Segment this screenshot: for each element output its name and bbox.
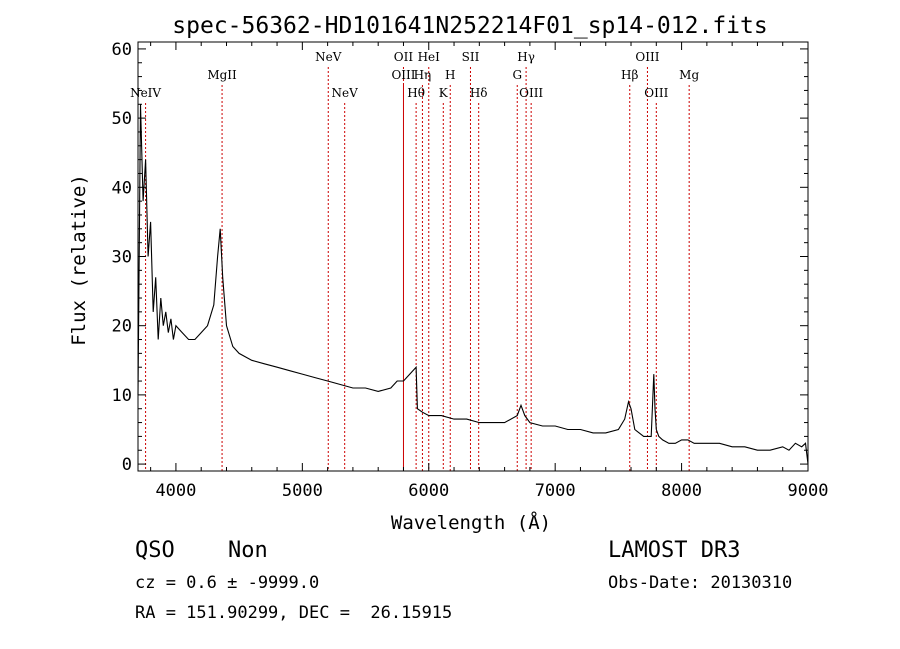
spectral-line-label: OIII [391, 68, 415, 82]
spectral-line-label: Hβ [621, 68, 638, 82]
spectral-line-label: Hδ [470, 86, 488, 100]
coordinates: RA = 151.90299, DEC = 26.15915 [135, 603, 453, 623]
x-tick-label: 7000 [535, 481, 576, 501]
y-tick-label: 0 [122, 455, 132, 475]
spectral-line-label: Hγ [517, 50, 535, 64]
y-tick-label: 50 [112, 109, 132, 129]
spectral-line-label: MgII [207, 68, 237, 82]
x-tick-label: 6000 [408, 481, 449, 501]
x-tick-label: 8000 [661, 481, 702, 501]
spectral-line-label: OIII [635, 50, 659, 64]
spectral-line-label: K [439, 86, 449, 100]
x-tick-label: 4000 [155, 481, 196, 501]
spectral-line-label: G [512, 68, 522, 82]
survey-name: LAMOST DR3 [608, 538, 741, 563]
x-tick-label: 9000 [788, 481, 829, 501]
spectral-line-label: Mg [679, 68, 699, 82]
y-tick-label: 30 [112, 248, 132, 268]
y-tick-label: 20 [112, 317, 132, 337]
x-axis-label: Wavelength (Å) [391, 511, 551, 534]
x-tick-label: 5000 [282, 481, 323, 501]
chart-title: spec-56362-HD101641N252214F01_sp14-012.f… [172, 13, 767, 39]
spectral-line-label: NeV [332, 86, 359, 100]
observation-date: Obs-Date: 20130310 [608, 573, 793, 593]
spectral-line-label: Hθ [407, 86, 425, 100]
spectral-line-label: HeI [418, 50, 441, 64]
y-axis-label: Flux (relative) [68, 174, 90, 346]
spectral-line-label: SII [462, 50, 480, 64]
spectral-line-label: Hη [414, 68, 432, 82]
y-tick-label: 10 [112, 386, 132, 406]
plot-frame [137, 41, 809, 472]
spectral-line-label: NeV [315, 50, 342, 64]
y-tick-label: 40 [112, 178, 132, 198]
spectral-line-label: OIII [644, 86, 668, 100]
flux-series-line [137, 104, 809, 465]
object-subclass: Non [228, 538, 268, 563]
y-tick-label: 60 [112, 40, 132, 60]
spectral-line-label: OIII [519, 86, 543, 100]
spectral-line-label: OII [394, 50, 414, 64]
spectral-line-label: NeIV [130, 86, 161, 100]
spectral-line-label: H [445, 68, 455, 82]
object-class: QSO [135, 538, 175, 563]
redshift-info: cz = 0.6 ± -9999.0 [135, 573, 320, 593]
